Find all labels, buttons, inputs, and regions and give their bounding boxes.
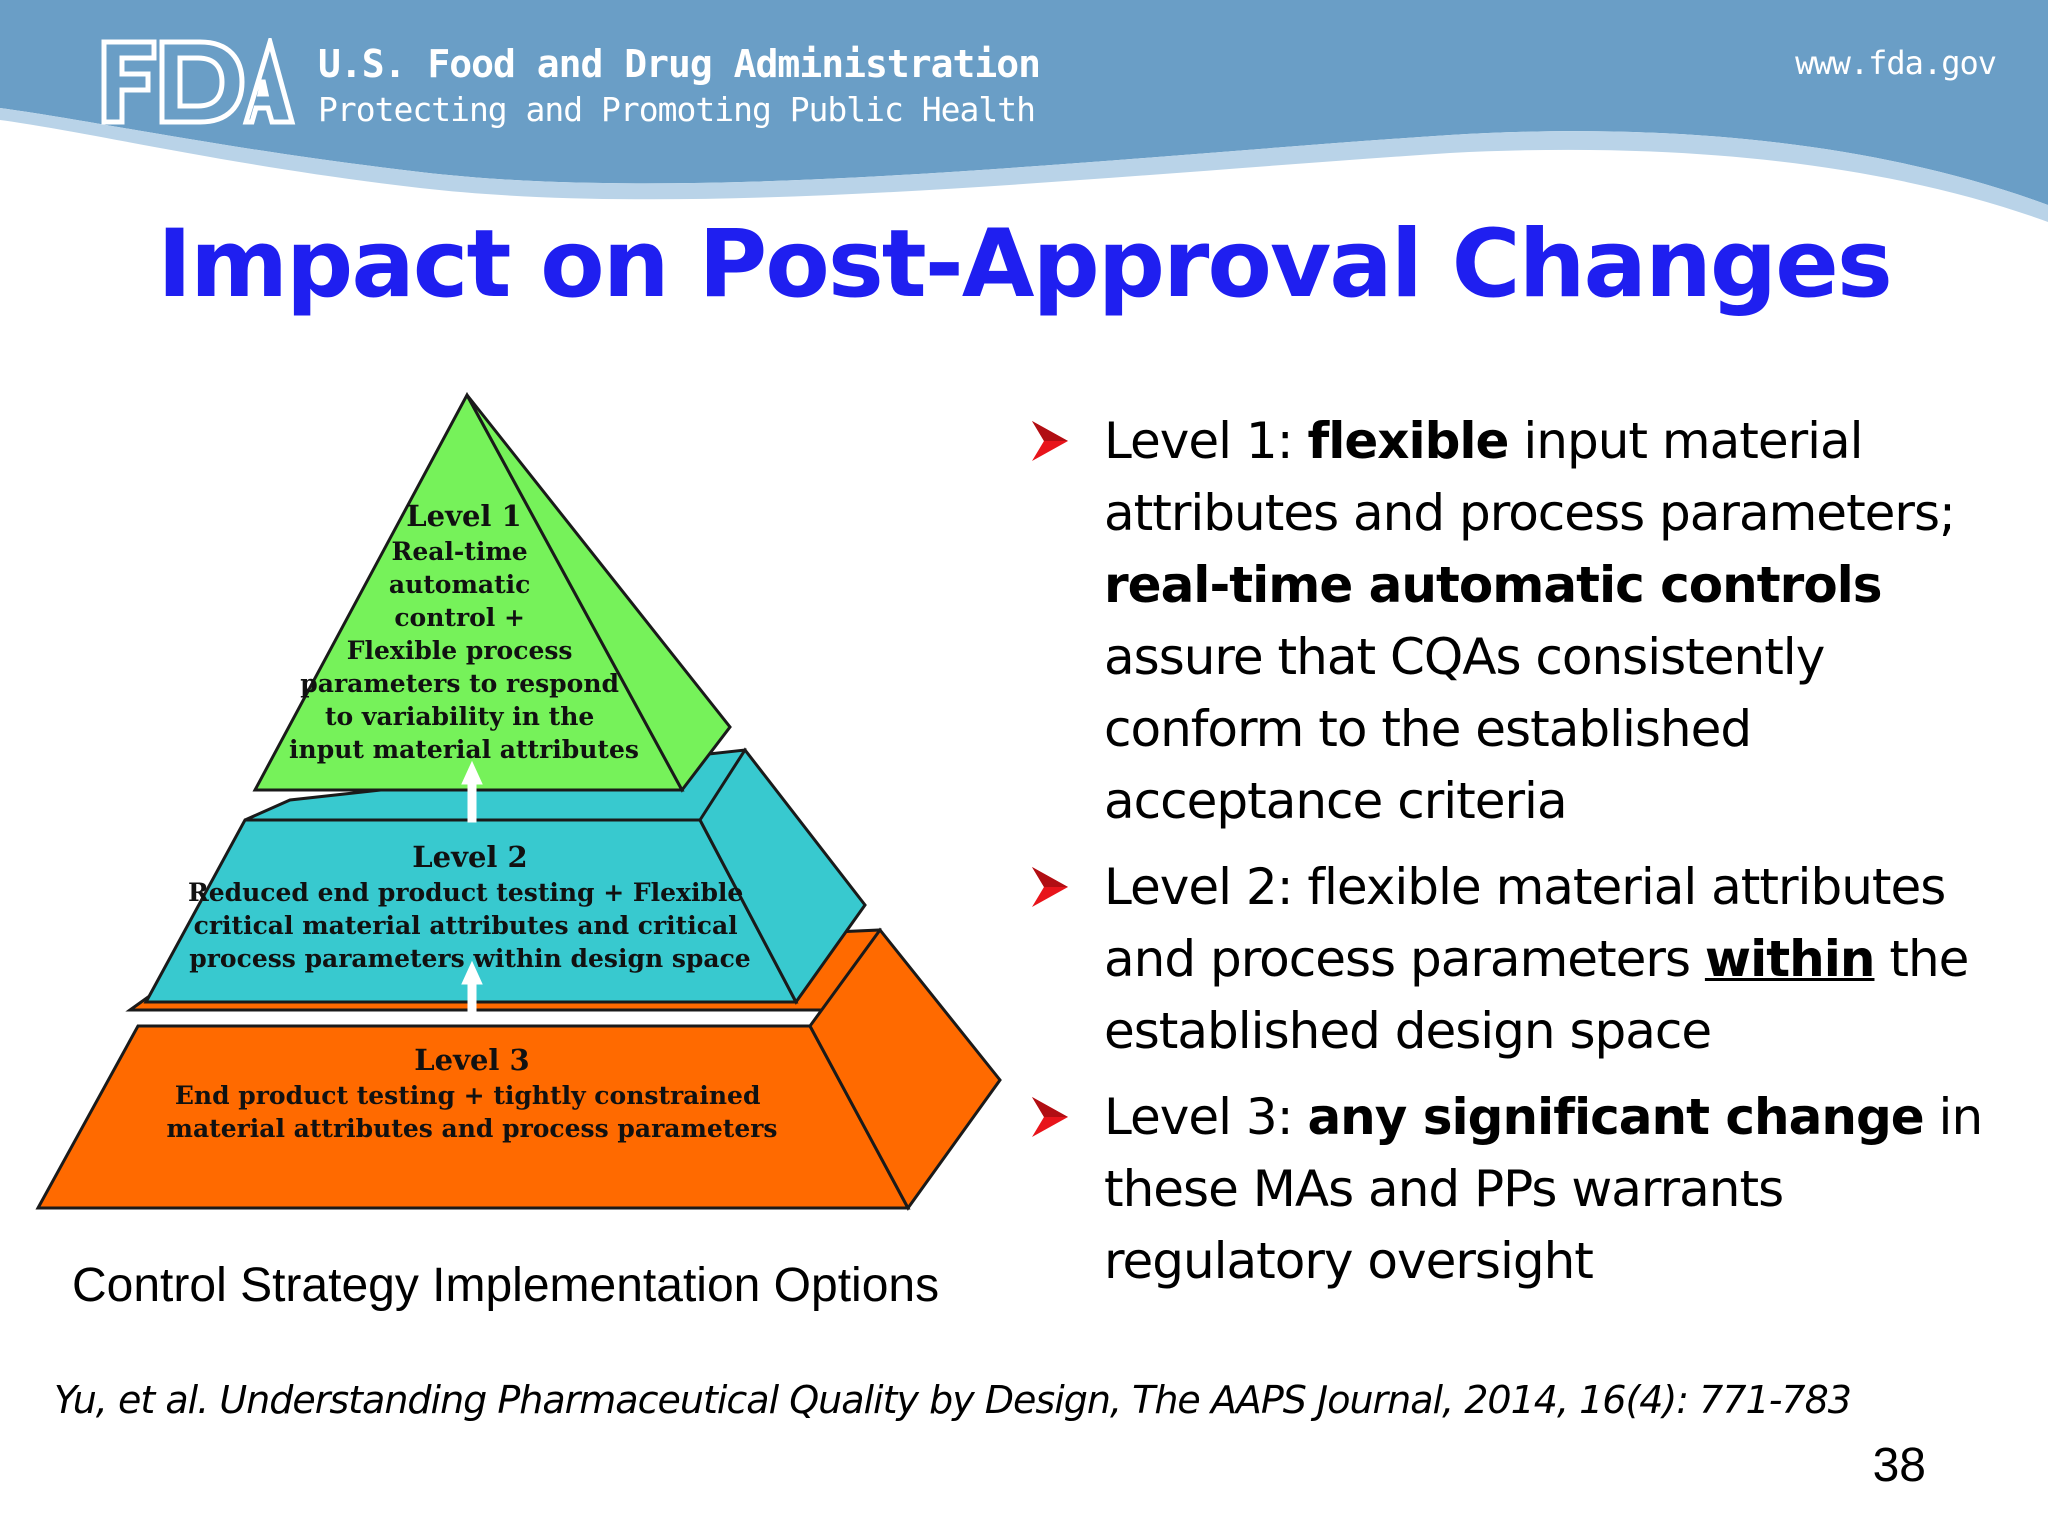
bullet-text: input material attributes and process pa… <box>1104 412 1956 542</box>
diagram-caption: Control Strategy Implementation Options <box>72 1259 940 1312</box>
bullet-item-level3: Level 3: any significant change in these… <box>1030 1081 2030 1297</box>
bullet-text: the established design space <box>1104 930 1969 1060</box>
svg-text:Level 1: Level 1 <box>406 499 521 533</box>
arrow-up-icon <box>461 760 483 823</box>
red-arrow-bullet-icon <box>1032 867 1068 907</box>
level2-title: Level 2 <box>412 840 527 874</box>
bullet-emphasis: any significant change <box>1307 1088 1924 1146</box>
level1-line: control + <box>394 603 525 632</box>
fda-logo-icon <box>101 38 296 125</box>
bullet-list: Level 1: flexible input material attribu… <box>1030 405 2030 1311</box>
header-banner <box>0 0 2048 222</box>
slide-number: 38 <box>1872 1439 1926 1492</box>
level1-side <box>465 394 732 793</box>
level1-title: Level 1 <box>406 499 521 533</box>
agency-name: U.S. Food and Drug Administration <box>318 42 1041 86</box>
agency-url: www.fda.gov <box>1795 44 1997 82</box>
bullet-emphasis: flexible <box>1307 412 1509 470</box>
level3-line: material attributes and process paramete… <box>167 1114 778 1143</box>
level1-line: parameters to respond <box>300 669 619 698</box>
level2-line: Reduced end product testing + Flexible <box>188 878 743 907</box>
bullet-text: Level 2: flexible material attributes an… <box>1104 858 1946 988</box>
svg-text:Reduced end product testing +: Reduced end product testing + Flexible c… <box>188 878 752 973</box>
level1-line: to variability in the <box>325 702 594 731</box>
level1-line: input material attributes <box>289 735 639 764</box>
svg-text:Level 3: Level 3 <box>414 1043 529 1077</box>
bullet-text: Level 3: <box>1104 1088 1308 1146</box>
level1-line: Flexible process <box>347 636 573 665</box>
bullet-text: assure that CQAs consistently conform to… <box>1104 628 1825 830</box>
agency-tagline: Protecting and Promoting Public Health <box>318 90 1036 129</box>
level2-line: critical material attributes and critica… <box>194 911 738 940</box>
red-arrow-bullet-icon <box>1032 421 1068 461</box>
level3-title: Level 3 <box>414 1043 529 1077</box>
svg-text:End product testing + tightly: End product testing + tightly constraine… <box>167 1081 778 1143</box>
level2-side <box>698 747 867 1005</box>
bullet-text: in these MAs and PPs warrants regulatory… <box>1104 1088 1983 1290</box>
level1-line: Real-time <box>392 537 528 566</box>
level1-line: automatic <box>389 570 531 599</box>
arrow-up-icon <box>461 960 483 1025</box>
control-strategy-pyramid: Level 1 Real-time automatic control + Fl… <box>35 391 1002 1211</box>
level3-side <box>808 927 1002 1211</box>
slide-title: Impact on Post-Approval Changes <box>157 210 1893 319</box>
level2-line: process parameters within design space <box>189 944 750 973</box>
bullet-text: Level 1: <box>1104 412 1308 470</box>
bullet-emphasis: real-time automatic controls <box>1104 556 1883 614</box>
bullet-item-level2: Level 2: flexible material attributes an… <box>1030 851 2030 1067</box>
bullet-emphasis: within <box>1704 930 1876 988</box>
citation: Yu, et al. Understanding Pharmaceutical … <box>54 1378 1852 1422</box>
level3-line: End product testing + tightly constraine… <box>175 1081 761 1110</box>
red-arrow-bullet-icon <box>1032 1097 1068 1137</box>
svg-text:Level 2: Level 2 <box>412 840 527 874</box>
svg-text:Real-time automatic co: Real-time automatic control + Flexible p… <box>289 537 639 764</box>
bullet-item-level1: Level 1: flexible input material attribu… <box>1030 405 2030 837</box>
